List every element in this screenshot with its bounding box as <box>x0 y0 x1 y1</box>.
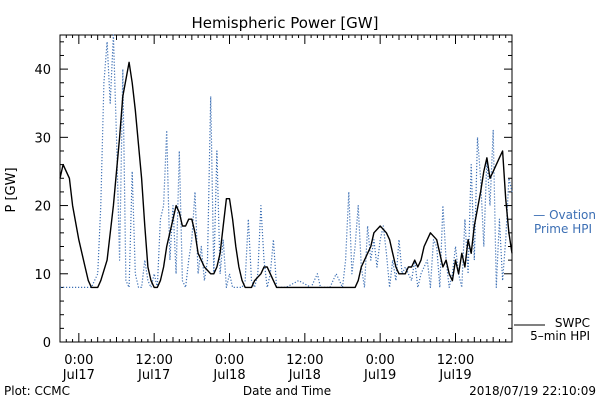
plot-frame <box>59 34 513 343</box>
timestamp: 2018/07/19 22:10:09 <box>469 384 596 398</box>
y-tick-label: 40 <box>34 63 51 78</box>
y-axis-label: P [GW] <box>4 167 19 212</box>
legend-swpc-line2: 5–min HPI <box>530 329 590 343</box>
y-tick-label: 10 <box>34 268 51 283</box>
legend-ovation-line2: Prime HPI <box>534 222 592 236</box>
y-axis: 0 10 20 30 40 <box>34 41 512 351</box>
x-tick-label-date: Jul17 <box>137 368 170 383</box>
x-tick-label-time: 0:00 <box>64 353 93 368</box>
x-tick-label-time: 0:00 <box>366 353 395 368</box>
x-tick-label-time: 12:00 <box>135 353 172 368</box>
x-tick-label-time: 0:00 <box>215 353 244 368</box>
x-tick-label-time: 12:00 <box>437 353 474 368</box>
x-tick-label-date: Jul18 <box>288 368 321 383</box>
series-swpc-line <box>59 61 513 289</box>
plot-border <box>59 34 513 343</box>
series-layer <box>59 34 513 289</box>
y-tick-label: 30 <box>34 131 51 146</box>
x-axis: 0:00Jul1712:00Jul170:00Jul1812:00Jul180:… <box>59 35 513 383</box>
legend-ovation-line1: — Ovation <box>533 208 596 222</box>
x-tick-label-time: 12:00 <box>286 353 323 368</box>
y-tick-label: 20 <box>34 200 51 215</box>
legend-ovation: — Ovation Prime HPI <box>533 208 596 236</box>
legend-swpc-line1: SWPC <box>555 316 590 330</box>
x-tick-label-date: Jul19 <box>438 368 471 383</box>
y-tick-label: 0 <box>43 336 51 351</box>
x-tick-label-date: Jul19 <box>363 368 396 383</box>
plot-credit: Plot: CCMC <box>4 384 70 398</box>
legend-swpc: SWPC 5–min HPI <box>514 316 590 343</box>
x-tick-label-date: Jul18 <box>212 368 245 383</box>
x-axis-label: Date and Time <box>243 384 331 398</box>
x-tick-label-date: Jul17 <box>62 368 95 383</box>
chart-title: Hemispheric Power [GW] <box>192 14 379 32</box>
